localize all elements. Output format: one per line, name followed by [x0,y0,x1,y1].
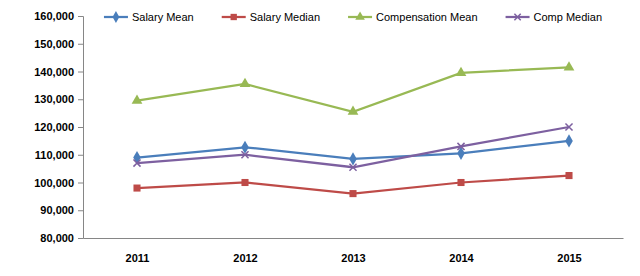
y-tick-label: 150,000 [34,38,74,50]
point-marker [133,185,140,192]
y-tick-mark [78,16,83,17]
x-tick-label: 2011 [126,252,150,264]
y-tick-mark [78,210,83,211]
x-tick-label: 2014 [449,252,474,264]
legend-label: Salary Mean [132,11,194,23]
legend-symbol [514,14,520,20]
point-marker [565,172,572,179]
point-marker [240,78,251,87]
y-tick-label: 120,000 [34,121,74,133]
point-marker [349,164,356,171]
point-marker [565,134,573,147]
point-marker [457,143,464,150]
legend-item: Compensation Mean [348,11,478,23]
y-tick-mark [78,155,83,156]
legend-label: Compensation Mean [376,11,478,23]
point-marker [241,151,248,158]
legend-label: Comp Median [534,11,602,23]
plot-area [132,61,575,197]
y-tick: 160,000 [34,10,83,22]
y-tick-label: 110,000 [35,149,74,161]
point-marker [565,123,572,130]
y-tick: 80,000 [40,232,83,244]
y-tick-mark [78,72,83,73]
y-tick: 120,000 [34,121,83,133]
y-tick: 140,000 [34,66,83,78]
legend-item: Salary Median [222,11,320,23]
legend-label: Salary Median [250,11,320,23]
point-marker [241,179,248,186]
point-marker [457,179,464,186]
y-tick-label: 160,000 [34,10,74,22]
x-tick: 2012 [233,238,257,264]
x-tick: 2013 [341,238,365,264]
x-tick-label: 2012 [233,252,257,264]
x-tick: 2014 [449,238,474,264]
legend-item: Salary Mean [104,11,194,23]
series-line [137,67,569,111]
point-marker [456,67,467,76]
y-tick-label: 90,000 [40,204,74,216]
point-marker [132,94,143,103]
y-tick: 150,000 [34,38,83,50]
y-tick-label: 100,000 [34,177,74,189]
legend-item: Comp Median [506,11,602,23]
y-tick-mark [78,127,83,128]
x-tick-label: 2015 [557,252,581,264]
y-tick-mark [78,99,83,100]
x-tick: 2011 [126,238,150,264]
y-tick: 90,000 [40,204,83,216]
legend: Salary Mean Salary Median Compensation Mea… [104,11,602,23]
y-tick: 130,000 [34,93,83,105]
chart: 80,000 90,000 100,000 110,000 120,000 130,000… [0,0,640,276]
y-tick: 110,000 [35,149,83,161]
x-tick-label: 2013 [341,252,365,264]
y-tick-label: 140,000 [34,66,74,78]
legend-symbol [355,11,365,19]
point-marker [349,190,356,197]
y-tick-label: 80,000 [40,232,74,244]
point-marker [348,106,359,115]
legend-symbol [231,14,237,20]
y-tick-mark [78,183,83,184]
series-line [137,127,569,167]
x-axis: 2011 2012 2013 2014 2015 [84,238,624,264]
point-marker [133,160,140,167]
legend-symbol [113,11,120,23]
y-axis-line [78,17,84,239]
y-axis: 80,000 90,000 100,000 110,000 120,000 130,000… [34,10,83,244]
y-tick-label: 130,000 [34,93,74,105]
x-tick: 2015 [557,238,581,264]
x-axis-line [84,238,624,239]
y-tick-mark [78,44,83,45]
y-tick-mark [78,238,83,239]
point-marker [564,61,575,70]
y-tick: 100,000 [34,177,83,189]
